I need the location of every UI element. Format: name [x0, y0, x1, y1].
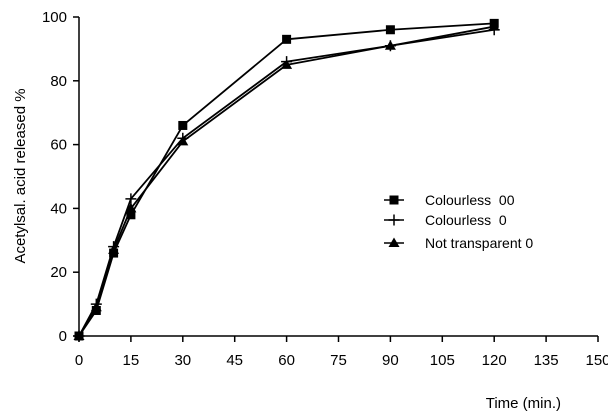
x-tick-label: 90 — [382, 352, 399, 369]
y-tick-label: 100 — [42, 9, 67, 26]
x-tick-label: 75 — [330, 352, 347, 369]
legend-triangle-marker-icon — [388, 237, 400, 247]
legend-square-marker-icon — [389, 195, 399, 205]
data-point-triangle — [73, 330, 85, 340]
data-point-triangle — [177, 135, 189, 146]
data-point-triangle — [281, 59, 293, 69]
legend: Colourless 00 Colourless 0 Not transpare… — [384, 192, 533, 251]
x-tick-label: 105 — [430, 352, 455, 369]
data-point-triangle — [125, 202, 137, 213]
series-layer — [73, 18, 500, 342]
axes — [78, 17, 598, 337]
x-tick-label: 135 — [534, 352, 559, 369]
y-tick-label: 20 — [50, 264, 67, 281]
x-tick-label: 45 — [226, 352, 243, 369]
x-tick-label: 60 — [278, 352, 295, 369]
data-point-triangle — [108, 244, 120, 254]
data-point-square — [385, 25, 395, 35]
series-line — [78, 22, 495, 337]
data-point-square — [178, 120, 188, 130]
series-line — [78, 28, 495, 337]
legend-label-not-transparent-0: Not transparent 0 — [425, 235, 533, 251]
legend-plus-marker-icon — [388, 214, 400, 226]
x-tick-label: 30 — [174, 352, 191, 369]
x-tick-label: 0 — [75, 352, 83, 369]
series-triangle — [73, 21, 500, 340]
x-tick-label: 15 — [123, 352, 140, 369]
y-tick-label: 60 — [50, 137, 67, 154]
y-ticks: 0 20 40 60 80 100 — [42, 9, 79, 345]
y-tick-label: 0 — [59, 328, 67, 345]
y-tick-label: 80 — [50, 73, 67, 90]
y-tick-label: 40 — [50, 200, 67, 217]
data-point-triangle — [488, 21, 500, 31]
x-axis-title: Time (min.) — [486, 395, 561, 412]
legend-item-colourless-0: Colourless 0 — [384, 212, 507, 228]
legend-item-colourless-00: Colourless 00 — [384, 192, 515, 208]
legend-label-colourless-0: Colourless 0 — [425, 212, 507, 228]
series-plus — [73, 24, 500, 342]
legend-label-colourless-00: Colourless 00 — [425, 192, 515, 208]
data-point-triangle — [90, 301, 102, 312]
data-point-triangle — [384, 40, 396, 50]
x-tick-label: 150 — [585, 352, 608, 369]
data-point-plus — [125, 193, 137, 205]
x-tick-label: 120 — [482, 352, 507, 369]
data-point-square — [282, 34, 292, 44]
legend-item-not-transparent-0: Not transparent 0 — [384, 235, 533, 251]
y-axis-title: Acetylsal. acid released % — [12, 88, 29, 263]
x-ticks: 0 15 30 45 60 75 90 105 120 135 150 — [75, 336, 608, 369]
series-line — [78, 25, 495, 337]
data-point-square — [126, 210, 136, 220]
